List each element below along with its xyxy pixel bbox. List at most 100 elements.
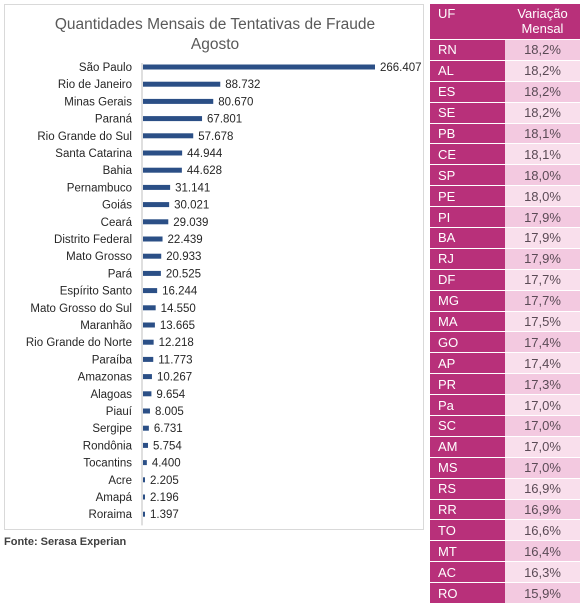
bar (143, 81, 221, 87)
value-label: 14.550 (161, 303, 196, 315)
bar (143, 425, 149, 431)
variation-cell: 17,5% (505, 311, 580, 333)
category-label: Pernambuco (67, 182, 132, 194)
variation-cell: 17,7% (505, 290, 580, 312)
variation-cell: 17,9% (505, 248, 580, 270)
category-label: Mato Grosso do Sul (30, 303, 132, 315)
variation-cell: 17,0% (505, 436, 580, 458)
uf-cell: BA (430, 227, 505, 249)
category-label: Bahia (103, 165, 133, 177)
uf-cell: MS (430, 457, 505, 479)
table-row: AC 16,3% (430, 561, 580, 584)
value-label: 5.754 (153, 440, 182, 452)
table-row: PB 18,1% (430, 123, 580, 145)
variation-cell: 18,0% (505, 185, 580, 208)
table-row: AP 17,4% (430, 352, 580, 375)
category-label: Tocantins (83, 458, 132, 470)
value-label: 67.801 (207, 114, 242, 126)
table-row: TO 16,6% (430, 519, 580, 542)
value-label: 29.039 (173, 217, 208, 229)
bar (143, 374, 152, 380)
category-label: São Paulo (79, 62, 132, 74)
bar (143, 356, 154, 362)
variation-cell: 17,4% (505, 352, 580, 375)
category-label: Ceará (101, 217, 133, 229)
value-label: 2.205 (150, 475, 179, 487)
category-label: Mato Grosso (66, 251, 132, 263)
category-label: Goiás (102, 200, 132, 212)
bar (143, 64, 375, 70)
category-label: Rio de Janeiro (58, 79, 132, 91)
category-label: Maranhão (80, 320, 132, 332)
table-row: MA 17,5% (430, 311, 580, 333)
variation-cell: 16,3% (505, 561, 580, 584)
bar (143, 477, 145, 483)
value-label: 20.525 (166, 268, 201, 280)
value-label: 266.407 (380, 62, 422, 74)
uf-cell: Pa (430, 394, 505, 417)
value-label: 4.400 (152, 458, 181, 470)
bar (143, 288, 158, 294)
uf-cell: AL (430, 60, 505, 82)
uf-cell: AC (430, 561, 505, 584)
table-row: MG 17,7% (430, 290, 580, 312)
uf-table-panel: UF Variação Mensal RN 18,2% AL 18,2% ES 18,2%… (430, 4, 580, 604)
table-row: PI 17,9% (430, 206, 580, 229)
value-label: 11.773 (158, 354, 192, 366)
uf-cell: RO (430, 582, 505, 604)
uf-cell: TO (430, 519, 505, 542)
category-label: Rio Grande do Sul (37, 131, 132, 143)
table-row: Pa 17,0% (430, 394, 580, 417)
bar (143, 133, 194, 139)
value-label: 30.021 (174, 200, 209, 212)
variation-cell: 18,2% (505, 102, 580, 124)
category-label: Roraima (89, 509, 133, 521)
variation-cell: 17,0% (505, 457, 580, 479)
table-row: GO 17,4% (430, 331, 580, 354)
variation-cell: 17,4% (505, 331, 580, 354)
bar (143, 98, 214, 104)
bar (143, 116, 203, 122)
uf-cell: DF (430, 269, 505, 291)
uf-cell: PR (430, 373, 505, 396)
variation-cell: 17,3% (505, 373, 580, 396)
uf-cell: CE (430, 143, 505, 166)
value-label: 2.196 (150, 492, 179, 504)
category-label: Sergipe (92, 423, 132, 435)
table-row: SP 18,0% (430, 164, 580, 187)
table-row: RR 16,9% (430, 499, 580, 521)
category-label: Rondônia (83, 440, 133, 452)
bar (143, 270, 161, 276)
table-row: RJ 17,9% (430, 248, 580, 270)
variation-cell: 16,9% (505, 478, 580, 500)
bar (143, 219, 169, 225)
value-label: 22.439 (168, 234, 203, 246)
table-body: RN 18,2% AL 18,2% ES 18,2% SE 18,2% PB 18,1% CE 18,… (430, 39, 580, 604)
variation-cell: 15,9% (505, 582, 580, 604)
variation-cell: 16,9% (505, 499, 580, 521)
bar (143, 322, 155, 328)
value-label: 44.628 (187, 165, 222, 177)
bar (143, 408, 150, 414)
bar (143, 202, 170, 208)
table-row: AM 17,0% (430, 436, 580, 458)
uf-cell: RR (430, 499, 505, 521)
uf-cell: AM (430, 436, 505, 458)
value-label: 13.665 (160, 320, 195, 332)
source-note: Fonte: Serasa Experian (4, 536, 127, 548)
bar (143, 305, 156, 311)
category-label: Santa Catarina (55, 148, 132, 160)
category-label: Minas Gerais (64, 96, 132, 108)
table-row: RO 15,9% (430, 582, 580, 604)
variation-cell: 18,1% (505, 123, 580, 145)
table-row: MS 17,0% (430, 457, 580, 479)
category-label: Amazonas (78, 372, 133, 384)
value-label: 31.141 (175, 182, 210, 194)
value-label: 8.005 (155, 406, 184, 418)
bar (143, 167, 182, 173)
value-label: 44.944 (187, 148, 223, 160)
bar (143, 253, 162, 259)
category-label: Pará (108, 268, 133, 280)
variation-cell: 17,9% (505, 227, 580, 249)
value-label: 16.244 (162, 286, 198, 298)
